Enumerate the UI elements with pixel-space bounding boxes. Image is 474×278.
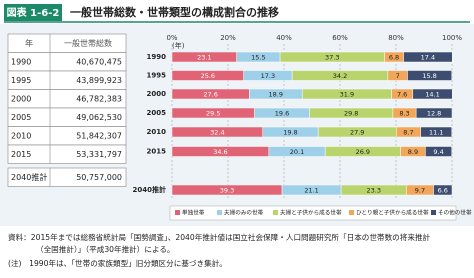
y-tick-label: 1995 — [147, 72, 167, 80]
value-label: 6.8 — [389, 54, 399, 62]
x-tick-label: 60% — [332, 34, 348, 42]
y-tick-label: 2010 — [147, 128, 167, 136]
bar-segment — [412, 88, 453, 100]
legend-label: 夫婦のみの世帯 — [224, 209, 264, 217]
value-label: 19.6 — [275, 110, 289, 118]
value-label: 17.3 — [261, 72, 275, 80]
x-tick-label: 0% — [166, 34, 177, 42]
table-households: 46,782,383 — [76, 94, 122, 103]
value-label: 18.9 — [268, 91, 282, 99]
table-year: 2010 — [11, 131, 31, 140]
table-year: 2015 — [11, 150, 31, 159]
value-label: 21.1 — [304, 187, 318, 195]
value-label: 9.7 — [415, 187, 425, 195]
value-label: 11.1 — [429, 129, 443, 137]
value-label: 29.8 — [344, 110, 358, 118]
value-label: 26.9 — [356, 148, 370, 156]
value-label: 17.4 — [421, 54, 435, 62]
legend-swatch — [273, 210, 278, 215]
bar-segment — [407, 70, 452, 81]
value-label: 12.8 — [427, 110, 441, 118]
table-households: 43,899,923 — [76, 76, 122, 85]
y-tick-label: 1990 — [147, 53, 167, 61]
value-label: 31.9 — [340, 91, 354, 99]
figure-title: 一般世帯総数・世帯類型の構成割合の推移 — [70, 5, 279, 19]
table-header: 年 — [25, 38, 33, 48]
value-label: 37.3 — [325, 54, 339, 62]
table-year: 2005 — [11, 113, 31, 122]
table-row — [7, 144, 127, 164]
value-label: 8.3 — [399, 110, 409, 118]
x-tick-label: 80% — [388, 34, 404, 42]
note: （全国推計）」（平成30年推計）による。 — [36, 244, 175, 254]
table-header: 一般世帯総数 — [64, 38, 112, 48]
legend-label: 単独世帯 — [182, 209, 205, 217]
legend-label: その他の世帯 — [438, 209, 472, 217]
x-tick-label: 40% — [276, 34, 292, 42]
value-label: 29.5 — [206, 110, 220, 118]
axis-label: (年) — [172, 41, 185, 50]
table-year: 2000 — [11, 94, 31, 103]
table-row — [7, 167, 127, 187]
value-label: 8.7 — [403, 129, 413, 137]
bar-segment — [403, 51, 453, 63]
figure-number: 図表 1-6-2 — [7, 6, 60, 19]
y-tick-label: 2005 — [147, 109, 167, 117]
value-label: 8.9 — [408, 148, 418, 156]
value-label: 14.1 — [425, 91, 439, 99]
value-label: 7 — [396, 72, 400, 80]
legend-swatch — [349, 210, 354, 215]
value-label: 6.6 — [438, 187, 448, 195]
value-label: 32.4 — [210, 129, 224, 137]
table-households: 49,062,530 — [76, 113, 122, 122]
value-label: 15.8 — [422, 72, 436, 80]
figure-badge — [4, 4, 62, 21]
legend-swatch — [175, 210, 180, 215]
bar-segment — [433, 184, 453, 196]
bar-segment — [420, 126, 452, 138]
legend-label: 夫婦と子供から成る世帯 — [280, 209, 342, 217]
value-label: 20.1 — [290, 148, 304, 156]
bar-segment — [425, 146, 452, 157]
table-year: 1990 — [11, 57, 31, 66]
value-label: 39.3 — [220, 187, 234, 195]
x-tick-label: 20% — [220, 34, 236, 42]
x-tick-label: 100% — [442, 34, 462, 42]
value-label: 7.6 — [397, 91, 407, 99]
legend-swatch — [217, 210, 222, 215]
note: (注) 1990年は、「世帯の家族類型」旧分類区分に基づき集計。 — [8, 258, 227, 268]
bar-segment — [415, 107, 453, 119]
value-label: 27.9 — [350, 129, 364, 137]
value-label: 9.4 — [433, 148, 443, 156]
y-tick-label: 2040推計 — [133, 185, 166, 194]
y-tick-label: 2000 — [147, 90, 167, 98]
value-label: 23.1 — [197, 54, 211, 62]
legend-box — [169, 205, 457, 221]
y-tick-label: 2015 — [147, 148, 167, 156]
value-label: 34.2 — [333, 72, 347, 80]
value-label: 15.5 — [251, 54, 265, 62]
legend-swatch — [431, 210, 436, 215]
value-label: 25.6 — [201, 72, 215, 80]
table-households: 53,331,797 — [76, 150, 122, 159]
table-households: 40,670,475 — [76, 57, 122, 66]
value-label: 27.6 — [203, 91, 217, 99]
table-households: 50,757,000 — [76, 173, 122, 182]
table-year: 2040推計 — [11, 172, 47, 182]
table-year: 1995 — [11, 76, 31, 85]
value-label: 34.6 — [213, 148, 227, 156]
note: 資料：2015年までは総務省統計局「国勢調査」、2040年推計値は国立社会保障・… — [8, 232, 431, 242]
value-label: 23.3 — [366, 187, 380, 195]
value-label: 19.8 — [283, 129, 297, 137]
legend-label: ひとり親と子供から成る世帯 — [356, 209, 429, 217]
table-households: 51,842,307 — [76, 131, 122, 140]
